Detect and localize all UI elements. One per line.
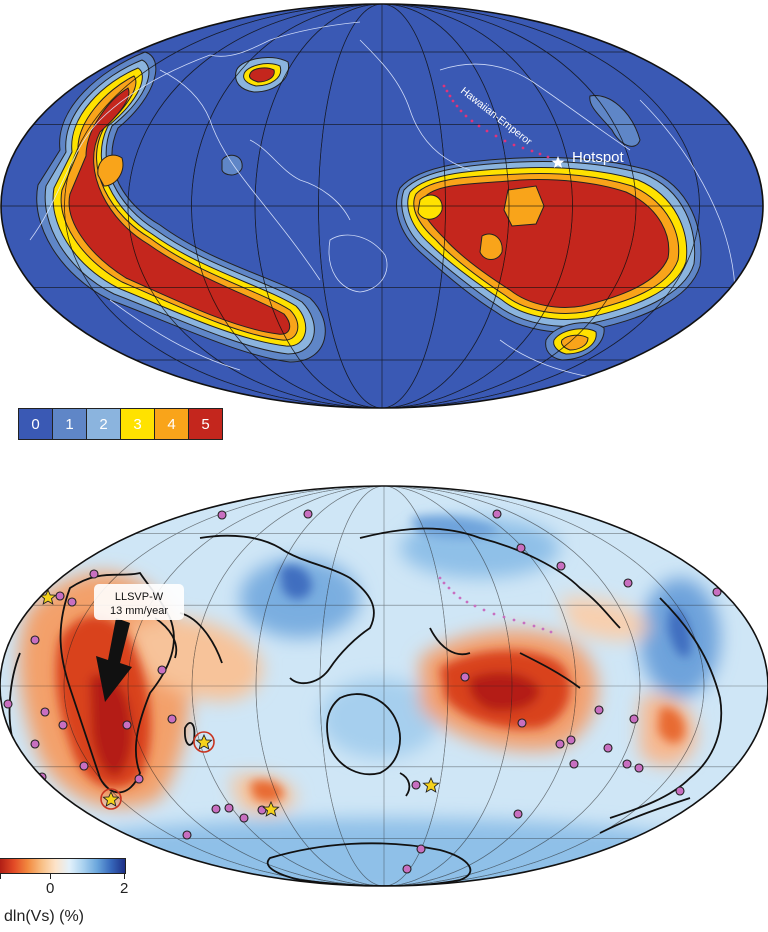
hotspot-dot	[712, 587, 722, 597]
hotspot-dot	[569, 759, 579, 769]
cluster-west	[36, 51, 326, 363]
highlight-ring	[100, 788, 122, 810]
hotspot-dots	[3, 509, 722, 874]
hotspot-dot	[513, 809, 523, 819]
cluster-southeast-small	[545, 322, 605, 361]
arrow-label-line2: 13 mm/year	[110, 605, 168, 617]
hawaiian-emperor-chain	[442, 84, 550, 159]
hotspot-dot	[416, 844, 426, 854]
arrow-label-box	[94, 584, 184, 620]
hotspot-star-icon	[551, 156, 565, 168]
hotspot-dot	[411, 780, 421, 790]
hotspot-dot	[167, 714, 177, 724]
hotspot-stars	[39, 588, 440, 817]
hotspot-dot	[67, 597, 77, 607]
hotspot-dot	[555, 739, 565, 749]
hotspot-label: Hotspot	[572, 149, 625, 166]
patch	[589, 95, 641, 147]
star-icon	[422, 776, 440, 793]
hotspot-dot	[623, 578, 633, 588]
colorbar-tick-label: 0	[46, 880, 55, 897]
hotspot-dot	[516, 543, 526, 553]
hotspot-dot	[517, 718, 527, 728]
map-outline	[0, 485, 768, 887]
hotspot-dot	[603, 743, 613, 753]
map-outline	[0, 3, 764, 409]
star-icon	[195, 733, 213, 750]
legend-item-5: 5	[189, 409, 222, 439]
hotspot-dot	[79, 761, 89, 771]
highlight-ring	[193, 731, 215, 753]
hotspot-dot	[675, 786, 685, 796]
star-icon	[102, 790, 120, 807]
cluster-east	[396, 157, 702, 333]
hotspot-dot	[622, 759, 632, 769]
colorbar-title: dln(Vs) (%)	[4, 908, 85, 925]
hotspot-dot	[594, 705, 604, 715]
hotspot-dot	[122, 720, 132, 730]
legend-item-1: 1	[53, 409, 87, 439]
legend-item-0: 0	[19, 409, 53, 439]
coastlines	[8, 527, 723, 886]
motion-arrow-icon	[96, 618, 132, 702]
hotspot-dot	[30, 635, 40, 645]
hotspot-dot	[303, 509, 313, 519]
vote-legend: 0 1 2 3 4 5	[18, 408, 223, 440]
colorbar	[0, 858, 126, 874]
legend-item-4: 4	[155, 409, 189, 439]
colorbar-tick	[0, 873, 1, 879]
hotspot-dot	[58, 720, 68, 730]
hotspot-dot	[134, 774, 144, 784]
hotspot-dot	[211, 804, 221, 814]
hotspot-dot	[157, 665, 167, 675]
patch	[221, 154, 243, 176]
hotspot-dot	[217, 510, 227, 520]
tomography-map: LLSVP-W 13 mm/year	[0, 485, 768, 887]
hotspot-dot	[224, 803, 234, 813]
hotspot-dot	[30, 739, 40, 749]
graticule	[1, 4, 763, 408]
hotspot-dot	[89, 569, 99, 579]
star-icon	[262, 800, 280, 817]
hotspot-dot	[402, 864, 412, 874]
legend-item-3: 3	[121, 409, 155, 439]
arrow-label-line1: LLSVP-W	[115, 591, 164, 603]
legend-item-2: 2	[87, 409, 121, 439]
hotspot-dot	[40, 707, 50, 717]
hotspot-dot	[460, 672, 470, 682]
hotspot-dot	[239, 813, 249, 823]
hotspot-dot	[182, 830, 192, 840]
cluster-north-small	[235, 56, 290, 93]
hawaiian-emperor-chain	[438, 576, 553, 634]
colorbar-tick-label: 2	[120, 880, 129, 897]
hotspot-dot	[492, 509, 502, 519]
hotspot-dot	[634, 763, 644, 773]
colorbar-tick	[50, 873, 51, 879]
hotspot-dot	[3, 699, 13, 709]
hotspot-dot	[566, 735, 576, 745]
vote-map: Hawaiian-Emperor Hotspot	[0, 3, 764, 409]
colorbar-tick	[124, 873, 125, 879]
hotspot-dot	[55, 591, 65, 601]
hotspot-dot	[556, 561, 566, 571]
hotspot-dot	[629, 714, 639, 724]
